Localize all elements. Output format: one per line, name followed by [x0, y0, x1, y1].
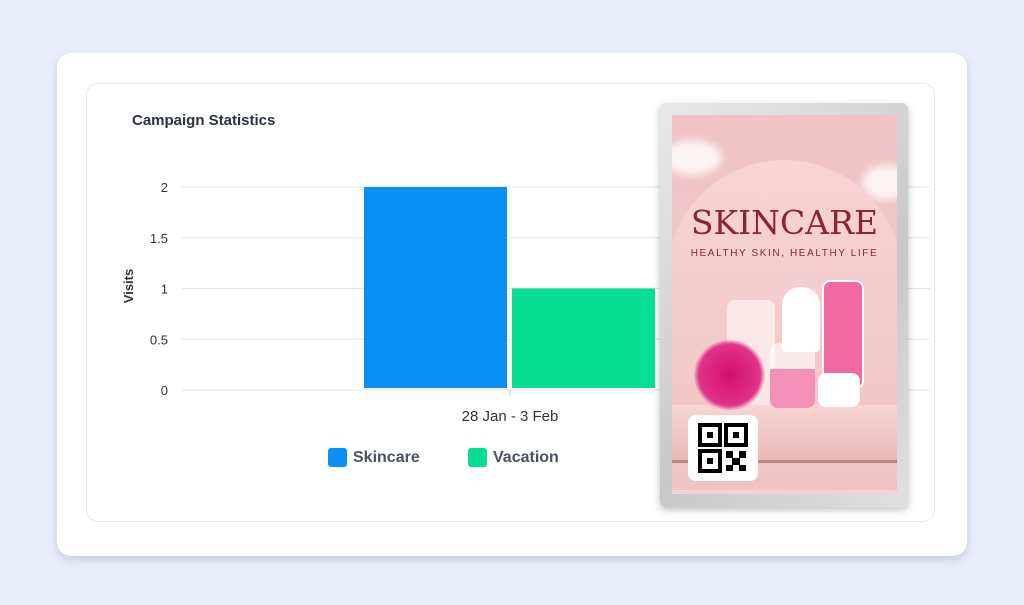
- legend-label: Vacation: [493, 448, 559, 466]
- legend-label: Skincare: [353, 448, 420, 466]
- y-tick-label: 1: [161, 282, 168, 297]
- ad-image: SKINCARE HEALTHY SKIN, HEALTHY LIFE: [672, 115, 897, 494]
- y-tick-label: 2: [161, 180, 168, 195]
- x-tick-label: 28 Jan - 3 Feb: [462, 408, 559, 425]
- ad-subtitle: HEALTHY SKIN, HEALTHY LIFE: [690, 248, 879, 259]
- ad-title: SKINCARE: [690, 203, 879, 242]
- bar-skincare[interactable]: [364, 187, 507, 388]
- y-tick-label: 0.5: [150, 332, 168, 347]
- legend-swatch: [468, 448, 487, 467]
- chart-title: Campaign Statistics: [132, 112, 276, 129]
- y-tick-label: 1.5: [150, 231, 168, 246]
- y-axis-label: Visits: [121, 269, 136, 303]
- skincare-ad-preview: SKINCARE HEALTHY SKIN, HEALTHY LIFE: [660, 103, 908, 507]
- legend-item-skincare[interactable]: Skincare: [328, 448, 420, 467]
- y-tick-label: 0: [161, 383, 168, 398]
- qr-code-icon: [688, 415, 758, 481]
- legend-swatch: [328, 448, 347, 467]
- bar-vacation[interactable]: [512, 288, 655, 389]
- legend-item-vacation[interactable]: Vacation: [468, 448, 559, 467]
